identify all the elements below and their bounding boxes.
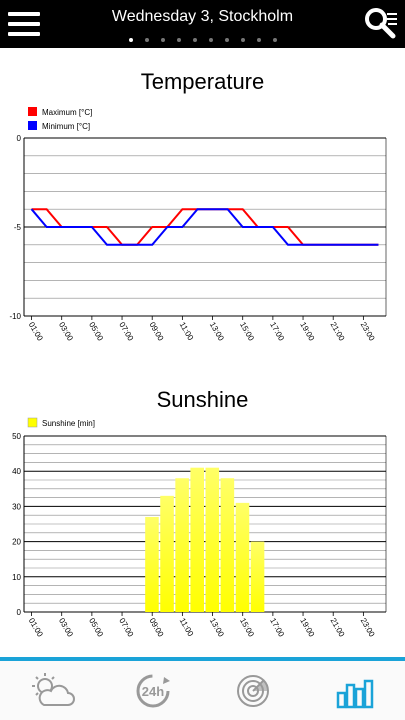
sunshine-bar bbox=[145, 516, 159, 612]
sunshine-x-tick-label: 17:00 bbox=[268, 617, 286, 639]
sunshine-y-tick-label: 0 bbox=[17, 608, 22, 617]
sunshine-bar bbox=[250, 541, 265, 612]
sunshine-bar bbox=[220, 478, 235, 612]
sunshine-legend-label: Sunshine [min] bbox=[42, 419, 95, 428]
sunshine-legend-swatch bbox=[27, 417, 38, 428]
page-dot[interactable] bbox=[144, 38, 149, 42]
temperature-x-tick-label: 09:00 bbox=[147, 321, 165, 343]
page-dot[interactable] bbox=[272, 38, 277, 42]
top-bar: Wednesday 3, Stockholm bbox=[0, 0, 405, 48]
bottom-navigation: 24h bbox=[0, 657, 405, 720]
sunshine-x-tick-label: 19:00 bbox=[298, 617, 316, 639]
page-dot[interactable] bbox=[256, 38, 261, 42]
page-dot[interactable] bbox=[224, 38, 229, 42]
page-dot[interactable] bbox=[176, 38, 181, 42]
page-dot[interactable] bbox=[208, 38, 213, 42]
sunshine-x-tick-label: 05:00 bbox=[87, 617, 105, 639]
nav-weather[interactable] bbox=[28, 671, 78, 711]
temperature-x-tick-label: 13:00 bbox=[208, 321, 226, 343]
page-title: Wednesday 3, Stockholm bbox=[111, 8, 294, 25]
sunshine-y-tick-label: 50 bbox=[12, 432, 21, 441]
sunshine-x-tick-label: 03:00 bbox=[57, 617, 75, 639]
sunshine-bar bbox=[160, 495, 174, 612]
search-list-icon[interactable] bbox=[363, 6, 399, 42]
page-dot[interactable] bbox=[240, 38, 245, 42]
sunshine-y-tick-label: 30 bbox=[12, 502, 21, 511]
sunshine-x-tick-label: 11:00 bbox=[178, 617, 196, 639]
sunshine-x-tick-label: 15:00 bbox=[238, 617, 256, 639]
temperature-x-tick-label: 11:00 bbox=[178, 321, 196, 343]
page-dot[interactable] bbox=[192, 38, 197, 42]
page-indicator bbox=[0, 38, 405, 42]
sunshine-x-tick-label: 07:00 bbox=[117, 617, 135, 639]
sunshine-bar bbox=[175, 478, 189, 612]
temperature-y-tick-label: -10 bbox=[9, 312, 21, 321]
sun-cloud-icon bbox=[32, 673, 75, 706]
sunshine-bar bbox=[205, 467, 220, 612]
temperature-y-tick-label: -5 bbox=[14, 223, 22, 232]
temperature-legend-label: Minimum [°C] bbox=[42, 122, 90, 131]
sunshine-x-tick-label: 23:00 bbox=[359, 617, 377, 639]
temperature-x-tick-label: 19:00 bbox=[298, 321, 316, 343]
temperature-x-tick-label: 17:00 bbox=[268, 321, 286, 343]
nav-24h[interactable]: 24h bbox=[128, 671, 178, 711]
hamburger-menu-icon[interactable] bbox=[8, 10, 40, 38]
temperature-x-tick-label: 01:00 bbox=[27, 321, 45, 343]
temperature-chart-title: Temperature bbox=[140, 69, 265, 94]
temperature-x-tick-label: 03:00 bbox=[57, 321, 75, 343]
page-dot[interactable] bbox=[160, 38, 165, 42]
sunshine-y-tick-label: 10 bbox=[12, 573, 21, 582]
temperature-legend-swatch bbox=[28, 107, 37, 116]
nav-radar[interactable] bbox=[228, 671, 278, 711]
sunshine-bar bbox=[235, 502, 250, 612]
sunshine-x-tick-label: 01:00 bbox=[27, 617, 45, 639]
temperature-legend-swatch bbox=[28, 121, 37, 130]
temperature-x-tick-label: 05:00 bbox=[87, 321, 105, 343]
temperature-x-tick-label: 15:00 bbox=[238, 321, 256, 343]
sunshine-y-tick-label: 40 bbox=[12, 467, 21, 476]
nav-charts[interactable] bbox=[332, 671, 382, 711]
temperature-legend-label: Maximum [°C] bbox=[42, 108, 92, 117]
sunshine-chart-title: Sunshine bbox=[156, 387, 249, 412]
radar-icon bbox=[237, 675, 269, 707]
temperature-y-tick-label: 0 bbox=[17, 134, 22, 143]
sunshine-x-tick-label: 09:00 bbox=[147, 617, 165, 639]
temperature-chart: Maximum [°C] Minimum [°C] 0 -5 -10 01:00 03:00… bbox=[9, 107, 387, 343]
24h-label: 24h bbox=[142, 684, 164, 699]
temperature-series-line bbox=[30, 208, 379, 246]
page-dot[interactable] bbox=[128, 38, 133, 42]
temperature-x-tick-label: 07:00 bbox=[117, 321, 135, 343]
temperature-x-tick-label: 21:00 bbox=[328, 321, 346, 343]
sunshine-y-tick-label: 20 bbox=[12, 538, 21, 547]
sunshine-x-tick-label: 13:00 bbox=[208, 617, 226, 639]
sunshine-chart: Sunshine [min] 0 10 20 30 40 50 01:00 03:00 05:00… bbox=[12, 417, 387, 639]
sunshine-bar bbox=[190, 467, 204, 612]
temperature-x-tick-label: 23:00 bbox=[359, 321, 377, 343]
24h-icon: 24h bbox=[136, 674, 170, 708]
bar-chart-icon bbox=[336, 679, 374, 709]
sunshine-x-tick-label: 21:00 bbox=[328, 617, 346, 639]
